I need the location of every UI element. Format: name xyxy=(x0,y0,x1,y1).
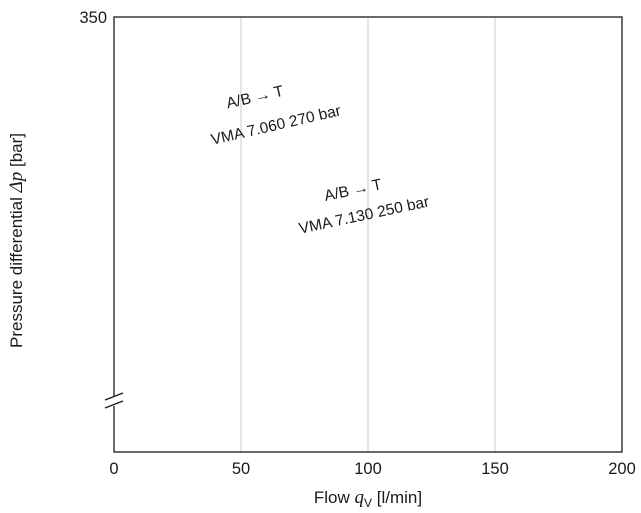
axis-break-stroke xyxy=(104,400,124,409)
x-axis-title-subscript: V xyxy=(364,496,372,510)
x-axis-title-prefix: Flow xyxy=(314,488,355,507)
series-label-line2: VMA 7.130 250 bar xyxy=(297,193,430,237)
axis-break-gap xyxy=(107,396,121,406)
x-tick-label: 150 xyxy=(481,460,509,478)
x-axis-title-symbol: q xyxy=(355,487,365,508)
x-tick-label: 50 xyxy=(232,460,250,478)
x-tick-label: 100 xyxy=(354,460,382,478)
x-axis-title-suffix: [l/min] xyxy=(372,488,422,507)
y-tick-labels: 150200250300350 xyxy=(79,9,107,27)
y-axis-title-suffix: [bar] xyxy=(7,133,26,172)
y-axis-title-prefix: Pressure differential xyxy=(7,192,26,348)
x-tick-label: 200 xyxy=(608,460,636,478)
y-axis-title-symbol: Δp xyxy=(6,172,27,194)
y-axis-title: Pressure differential Δp [bar] xyxy=(6,133,27,348)
series-label-line1: A/B → T xyxy=(225,83,286,113)
x-tick-label: 0 xyxy=(109,460,118,478)
grid xyxy=(240,17,496,452)
plot-frame xyxy=(113,16,623,453)
x-tick-labels: 0 50 100 150 200 xyxy=(109,460,635,478)
axis-break-stroke xyxy=(104,392,124,401)
y-tick-label: 350 xyxy=(79,9,107,27)
y-axis-break-mark xyxy=(104,392,124,409)
x-axis-title: Flow qV [l/min] xyxy=(314,487,422,510)
series-label-line1: A/B → T xyxy=(323,176,384,205)
